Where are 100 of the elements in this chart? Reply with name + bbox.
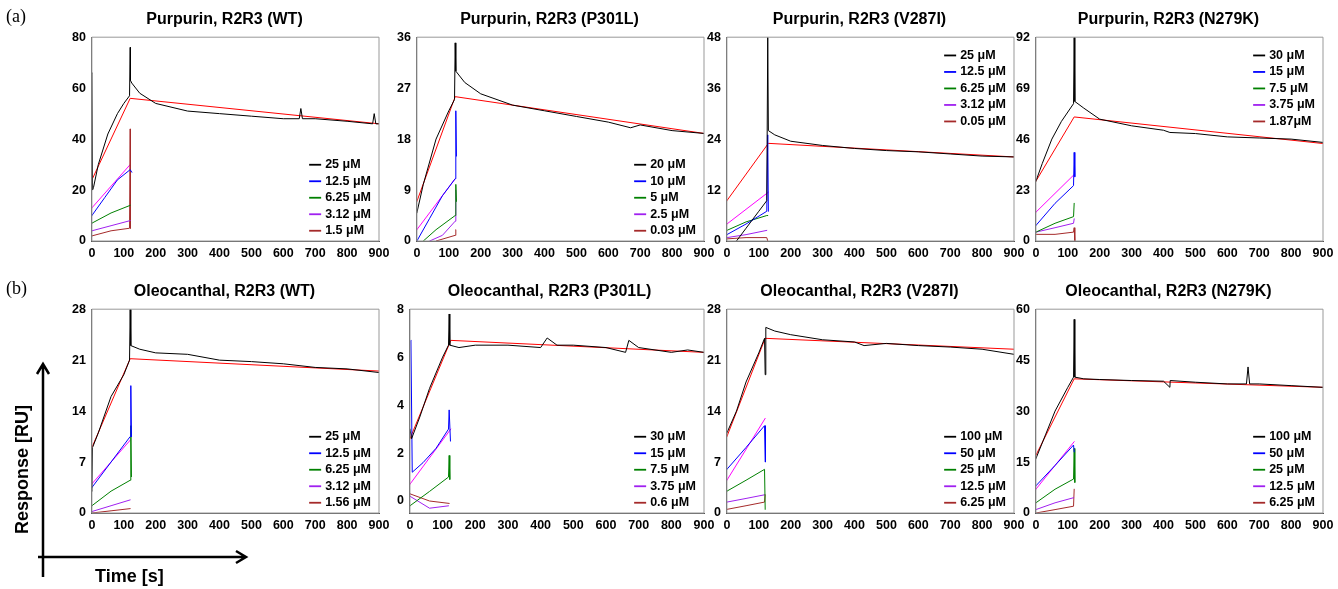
y-tick-label: 0 xyxy=(1022,505,1030,520)
y-tick-label: 21 xyxy=(707,352,721,367)
x-tick-label: 400 xyxy=(844,245,865,260)
x-tick-label: 300 xyxy=(177,245,199,260)
legend-label: 0.6 μM xyxy=(650,495,690,510)
legend-label: 5 μM xyxy=(650,190,679,205)
x-axis-title: Time [s] xyxy=(95,566,164,587)
legend-label: 3.12 μM xyxy=(960,97,1007,112)
x-tick-label: 800 xyxy=(661,245,683,260)
x-tick-label: 300 xyxy=(812,517,834,532)
y-tick-label: 30 xyxy=(1016,403,1030,418)
y-tick-label: 36 xyxy=(707,80,721,95)
legend-label: 6.25 μM xyxy=(960,80,1007,95)
x-tick-label: 900 xyxy=(1312,245,1334,260)
x-tick-label: 200 xyxy=(145,517,167,532)
x-tick-label: 300 xyxy=(1121,245,1143,260)
legend-label: 6.25 μM xyxy=(1269,495,1316,510)
x-tick-label: 500 xyxy=(562,517,584,532)
y-tick-label: 24 xyxy=(707,131,721,146)
legend-label: 3.75 μM xyxy=(650,478,697,493)
x-tick-label: 700 xyxy=(939,517,961,532)
x-tick-label: 200 xyxy=(780,517,802,532)
legend-label: 3.12 μM xyxy=(325,206,372,221)
x-tick-label: 400 xyxy=(844,517,865,532)
y-tick-label: 0 xyxy=(713,505,721,520)
y-tick-label: 45 xyxy=(1016,352,1030,367)
y-tick-label: 18 xyxy=(397,131,411,146)
y-tick-label: 80 xyxy=(72,29,86,44)
x-tick-label: 100 xyxy=(1057,517,1079,532)
legend-label: 0.05 μM xyxy=(960,113,1007,128)
x-tick-label: 200 xyxy=(470,245,492,260)
y-tick-label: 7 xyxy=(78,454,86,469)
legend-label: 25 μM xyxy=(960,462,996,477)
legend-label: 100 μM xyxy=(960,429,1003,444)
x-tick-label: 100 xyxy=(438,245,460,260)
x-tick-label: 100 xyxy=(748,245,770,260)
x-tick-label: 900 xyxy=(1312,517,1334,532)
x-tick-label: 300 xyxy=(497,517,519,532)
y-tick-label: 27 xyxy=(397,80,411,95)
x-tick-label: 800 xyxy=(971,245,993,260)
x-tick-label: 100 xyxy=(113,517,135,532)
x-tick-label: 700 xyxy=(939,245,961,260)
y-tick-label: 40 xyxy=(72,131,86,146)
chart-title: Purpurin, R2R3 (WT) xyxy=(146,10,303,28)
y-tick-label: 15 xyxy=(1016,454,1030,469)
x-tick-label: 800 xyxy=(336,245,358,260)
x-tick-label: 200 xyxy=(464,517,486,532)
x-tick-label: 600 xyxy=(272,245,294,260)
chart-title: Oleocanthal, R2R3 (N279K) xyxy=(1065,282,1272,300)
legend-label: 2.5 μM xyxy=(650,206,690,221)
legend-label: 100 μM xyxy=(1269,429,1312,444)
legend-label: 1.5 μM xyxy=(325,223,365,238)
x-tick-label: 800 xyxy=(1280,517,1302,532)
y-tick-label: 28 xyxy=(72,301,86,316)
x-tick-label: 500 xyxy=(1184,245,1206,260)
x-tick-label: 800 xyxy=(1280,245,1302,260)
y-tick-label: 20 xyxy=(72,182,86,197)
y-tick-label: 2 xyxy=(397,445,404,460)
chart-title: Purpurin, R2R3 (V287I) xyxy=(772,10,947,28)
legend-label: 10 μM xyxy=(650,173,686,188)
y-tick-label: 0 xyxy=(403,233,411,248)
x-tick-label: 500 xyxy=(875,245,897,260)
y-tick-label: 4 xyxy=(397,397,404,412)
x-tick-label: 200 xyxy=(780,245,802,260)
x-tick-label: 500 xyxy=(875,517,897,532)
x-tick-label: 800 xyxy=(971,517,993,532)
legend-label: 12.5 μM xyxy=(325,445,372,460)
x-tick-label: 700 xyxy=(1248,517,1270,532)
legend-label: 7.5 μM xyxy=(1269,80,1309,95)
y-tick-label: 7 xyxy=(713,454,721,469)
x-tick-label: 500 xyxy=(240,245,262,260)
text: (b) xyxy=(6,278,27,299)
legend-label: 15 μM xyxy=(650,445,686,460)
x-tick-label: 800 xyxy=(336,517,358,532)
legend-label: 7.5 μM xyxy=(650,462,690,477)
x-tick-label: 0 xyxy=(1032,517,1040,532)
x-tick-label: 700 xyxy=(1248,245,1270,260)
legend-label: 3.12 μM xyxy=(325,478,372,493)
legend-label: 6.25 μM xyxy=(325,190,372,205)
x-tick-label: 300 xyxy=(502,245,524,260)
y-tick-label: 0 xyxy=(78,505,86,520)
legend-label: 25 μM xyxy=(325,429,361,444)
legend-label: 30 μM xyxy=(650,429,686,444)
y-tick-label: 60 xyxy=(1016,301,1030,316)
y-tick-label: 0 xyxy=(397,493,404,508)
x-tick-label: 100 xyxy=(1057,245,1079,260)
x-tick-label: 900 xyxy=(693,245,715,260)
chart-title: Oleocanthal, R2R3 (P301L) xyxy=(447,282,652,300)
legend-label: 50 μM xyxy=(960,445,996,460)
legend-label: 12.5 μM xyxy=(960,478,1007,493)
x-tick-label: 900 xyxy=(368,517,390,532)
x-tick-label: 0 xyxy=(1032,245,1040,260)
x-tick-label: 700 xyxy=(629,245,651,260)
chart-title: Purpurin, R2R3 (N279K) xyxy=(1077,10,1260,28)
x-tick-label: 600 xyxy=(907,245,929,260)
x-tick-label: 300 xyxy=(177,517,199,532)
y-tick-label: 21 xyxy=(72,352,86,367)
y-tick-label: 36 xyxy=(397,29,411,44)
x-tick-label: 100 xyxy=(748,517,770,532)
legend-label: 3.75 μM xyxy=(1269,97,1316,112)
